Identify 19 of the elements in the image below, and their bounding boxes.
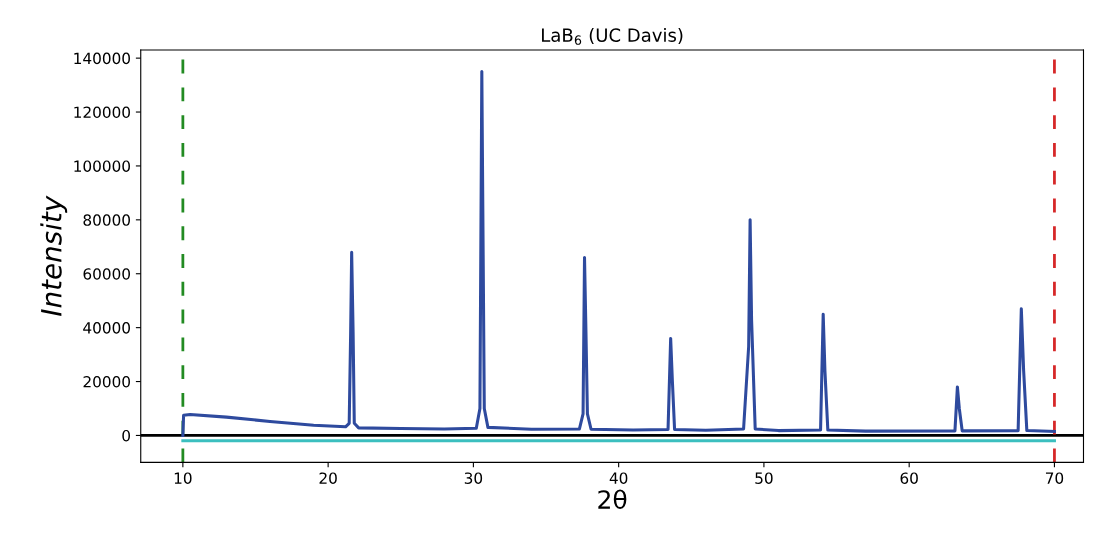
chart-title: LaB$_{6}$ (UC Davis): [542, 27, 683, 45]
y-tick-label: 120000: [74, 106, 130, 119]
x-tick-label: 60: [900, 472, 918, 484]
y-tick-label: 60000: [83, 268, 130, 280]
x-axis-title: 2θ: [598, 489, 627, 509]
x-tick-label: 50: [755, 472, 773, 484]
y-tick-label: 0: [122, 429, 131, 442]
y-tick-label: 40000: [83, 322, 130, 334]
y-tick-label: 80000: [83, 214, 130, 226]
y-tick-label: 140000: [74, 52, 130, 65]
y-tick-label: 100000: [74, 160, 130, 172]
y-axis-title: Intensity: [40, 195, 68, 316]
line-series: [181, 70, 1056, 437]
x-tick-label: 30: [464, 472, 483, 484]
x-tick-label: 70: [1045, 472, 1064, 484]
x-tick-label: 10: [174, 472, 192, 484]
y-tick-label: 20000: [83, 376, 130, 388]
x-tick-label: 40: [609, 472, 628, 484]
x-tick-label: 20: [319, 472, 337, 484]
